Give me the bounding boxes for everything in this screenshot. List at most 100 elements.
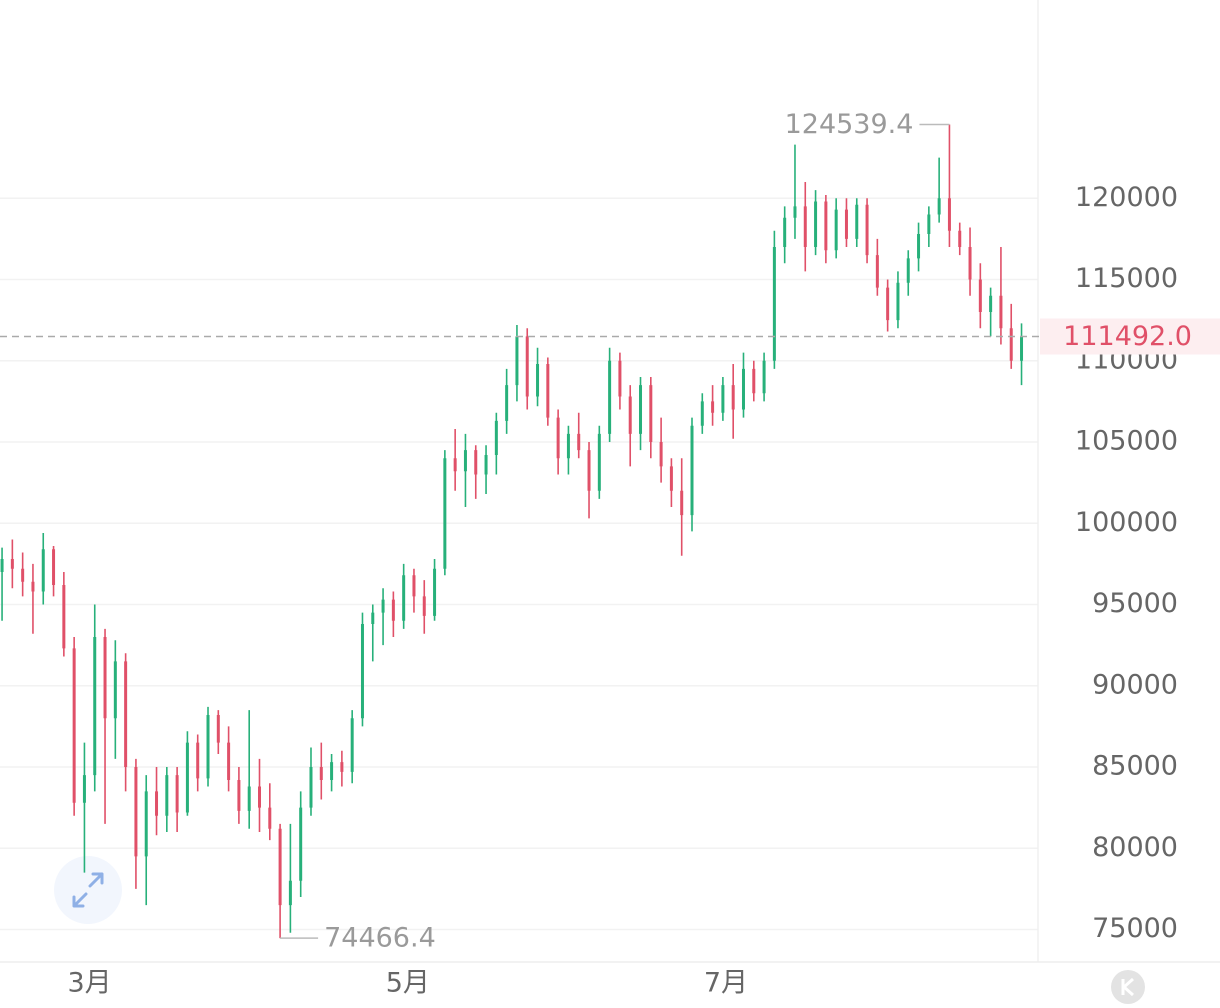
candle-body: [608, 360, 612, 434]
candle-body: [381, 599, 385, 613]
candle-body: [937, 198, 941, 215]
x-tick-label: 5月: [386, 968, 430, 999]
expand-button[interactable]: [54, 856, 122, 924]
candle-body: [113, 661, 117, 719]
candle-body: [391, 599, 395, 621]
candle-body: [505, 385, 509, 421]
candle-body: [525, 336, 529, 397]
candle-body: [875, 255, 879, 288]
candle-body: [371, 612, 375, 624]
candle-body: [834, 209, 838, 251]
candle-body: [886, 287, 890, 321]
candle-body: [999, 295, 1003, 329]
candle-body: [165, 775, 169, 816]
candle-body: [721, 385, 725, 413]
y-tick-label: 85000: [1092, 751, 1178, 782]
candle-body: [402, 575, 406, 621]
candle-body: [772, 247, 776, 361]
y-tick-label: 75000: [1092, 913, 1178, 944]
candle-body: [690, 425, 694, 516]
candle-body: [906, 258, 910, 283]
candle-body: [917, 234, 921, 259]
candle-body: [814, 201, 818, 247]
candle-body: [515, 336, 519, 386]
candle-body: [247, 786, 251, 811]
candle-body: [10, 559, 14, 569]
candle-body: [0, 559, 4, 572]
candle-body: [587, 450, 591, 491]
low-label: 74466.4: [324, 923, 436, 954]
y-tick-label: 115000: [1075, 263, 1178, 294]
candle-body: [309, 767, 313, 808]
candle-body: [793, 206, 797, 218]
candle-body: [196, 742, 200, 779]
candle-body: [206, 715, 210, 779]
last-price-label: 111492.0: [1063, 321, 1192, 352]
candle-body: [453, 458, 457, 472]
candle-body: [103, 637, 107, 719]
candle-body: [597, 433, 601, 491]
candle-body: [268, 807, 272, 829]
candle-body: [546, 364, 550, 418]
candle-body: [288, 880, 292, 906]
candle-body: [350, 718, 354, 772]
candle-body: [21, 568, 25, 582]
candle-body: [803, 206, 807, 247]
candle-body: [227, 742, 231, 780]
candle-body: [989, 295, 993, 312]
candle-body: [299, 807, 303, 881]
price-panel: [1038, 0, 1220, 1008]
candle-body: [865, 204, 869, 256]
candle-body: [968, 247, 972, 280]
k-icon: [1121, 977, 1134, 997]
k-bg: [1111, 970, 1145, 1004]
y-tick-label: 100000: [1075, 507, 1178, 538]
candle-body: [330, 762, 334, 780]
x-tick-label: 3月: [67, 968, 111, 999]
candle-body: [741, 368, 745, 410]
candle-body: [443, 458, 447, 569]
candle-body: [618, 360, 622, 397]
candle-body: [124, 661, 128, 767]
candle-body: [639, 385, 643, 434]
k-button[interactable]: [1111, 970, 1145, 1004]
candle-body: [978, 279, 982, 312]
y-tick-label: 80000: [1092, 832, 1178, 863]
expand-bg: [54, 856, 122, 924]
candle-body: [41, 549, 45, 592]
candle-body: [752, 368, 756, 394]
candle-body: [1009, 328, 1013, 361]
grid: [0, 197, 1038, 931]
x-tick-label: 7月: [704, 968, 748, 999]
candle-body: [494, 420, 498, 455]
candle-body: [731, 385, 735, 410]
candle-body: [360, 624, 364, 719]
candle-body: [947, 198, 951, 231]
high-label: 124539.4: [785, 109, 914, 140]
candle-body: [185, 742, 189, 813]
candle-body: [93, 637, 97, 776]
candle-body: [433, 568, 437, 616]
candle-body: [31, 581, 35, 592]
candle-body: [62, 585, 66, 649]
candle-body: [484, 455, 488, 475]
candle-body: [1020, 336, 1024, 361]
candle-body: [566, 433, 570, 459]
candle-body: [340, 762, 344, 772]
candle-body: [958, 230, 962, 247]
candle-body: [144, 791, 148, 857]
candle-body: [669, 466, 673, 491]
expand-icon: [72, 872, 104, 908]
candle-body: [659, 442, 663, 467]
y-tick-label: 105000: [1075, 426, 1178, 457]
candle-body: [762, 360, 766, 394]
candle-body: [680, 490, 684, 516]
candle-body: [278, 828, 282, 906]
candle-body: [412, 575, 416, 597]
candle-body: [463, 450, 467, 472]
candle-body: [216, 715, 220, 743]
candle-body: [711, 401, 715, 413]
candle-body: [556, 417, 560, 459]
